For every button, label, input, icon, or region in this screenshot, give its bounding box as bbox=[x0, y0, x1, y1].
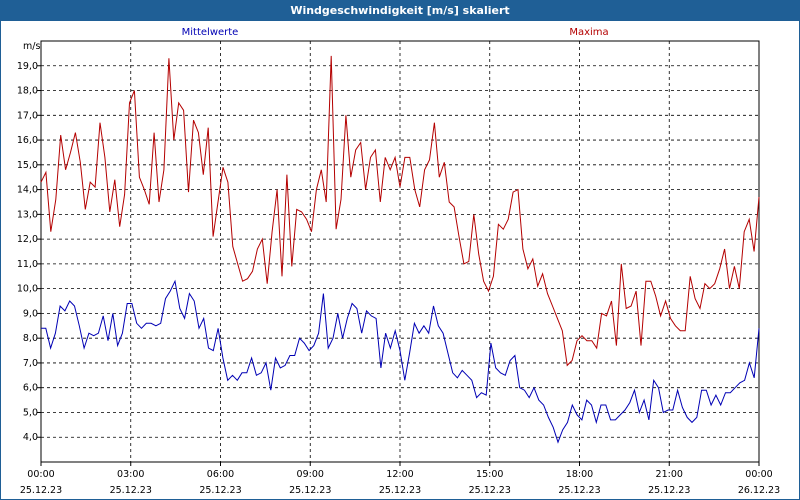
y-tick-label: 12,0 bbox=[17, 234, 38, 245]
x-tick-time: 00:00 bbox=[27, 469, 54, 480]
y-tick-label: 5,0 bbox=[23, 407, 38, 418]
y-tick-label: 14,0 bbox=[17, 185, 38, 196]
x-tick-time: 09:00 bbox=[297, 469, 324, 480]
y-tick-label: 19,0 bbox=[17, 61, 38, 72]
x-tick-date: 25.12.23 bbox=[199, 485, 241, 496]
y-tick-label: 9,0 bbox=[23, 308, 38, 319]
series-line-mittelwerte bbox=[41, 279, 760, 444]
x-axis: 00:00 25.12.23 03:00 25.12.23 06:00 25.12.23 0… bbox=[20, 462, 780, 496]
legend-maxima: Maxima bbox=[569, 27, 608, 38]
y-tick-label: 6,0 bbox=[23, 383, 38, 394]
y-tick-label: 10,0 bbox=[17, 284, 38, 295]
window-title: Windgeschwindigkeit [m/s] skaliert bbox=[1, 1, 799, 21]
x-tick-date: 25.12.23 bbox=[558, 485, 600, 496]
x-tick-time: 18:00 bbox=[566, 469, 593, 480]
y-tick-label: 11,0 bbox=[17, 259, 38, 270]
x-tick-time: 06:00 bbox=[207, 469, 234, 480]
x-tick-time: 12:00 bbox=[386, 469, 413, 480]
y-tick-label: 8,0 bbox=[23, 333, 38, 344]
series-line-maxima bbox=[40, 55, 760, 367]
x-tick-time: 00:00 bbox=[745, 469, 772, 480]
x-tick-date: 25.12.23 bbox=[20, 485, 62, 496]
y-tick-label: 16,0 bbox=[17, 135, 38, 146]
y-tick-label: 7,0 bbox=[23, 358, 38, 369]
y-tick-label: 15,0 bbox=[17, 160, 38, 171]
x-tick-date: 25.12.23 bbox=[379, 485, 421, 496]
x-tick-date: 25.12.23 bbox=[469, 485, 511, 496]
y-tick-label: 4,0 bbox=[23, 432, 38, 443]
grid bbox=[41, 41, 759, 462]
x-tick-date: 26.12.23 bbox=[738, 485, 780, 496]
y-tick-label: 17,0 bbox=[17, 110, 38, 121]
x-tick-time: 21:00 bbox=[656, 469, 683, 480]
series-lines bbox=[40, 55, 760, 444]
x-tick-date: 25.12.23 bbox=[648, 485, 690, 496]
y-axis-label: m/s bbox=[23, 41, 40, 52]
x-tick-time: 15:00 bbox=[476, 469, 503, 480]
y-tick-label: 18,0 bbox=[17, 86, 38, 97]
x-tick-time: 03:00 bbox=[117, 469, 144, 480]
y-tick-label: 13,0 bbox=[17, 209, 38, 220]
y-axis: 4,0 5,0 6,0 7,0 8,0 9,0 10,0 11,0 12,0 13,0 14,0 15… bbox=[17, 61, 41, 443]
x-tick-date: 25.12.23 bbox=[110, 485, 152, 496]
x-tick-date: 25.12.23 bbox=[289, 485, 331, 496]
legend-mittelwerte: Mittelwerte bbox=[182, 27, 239, 38]
